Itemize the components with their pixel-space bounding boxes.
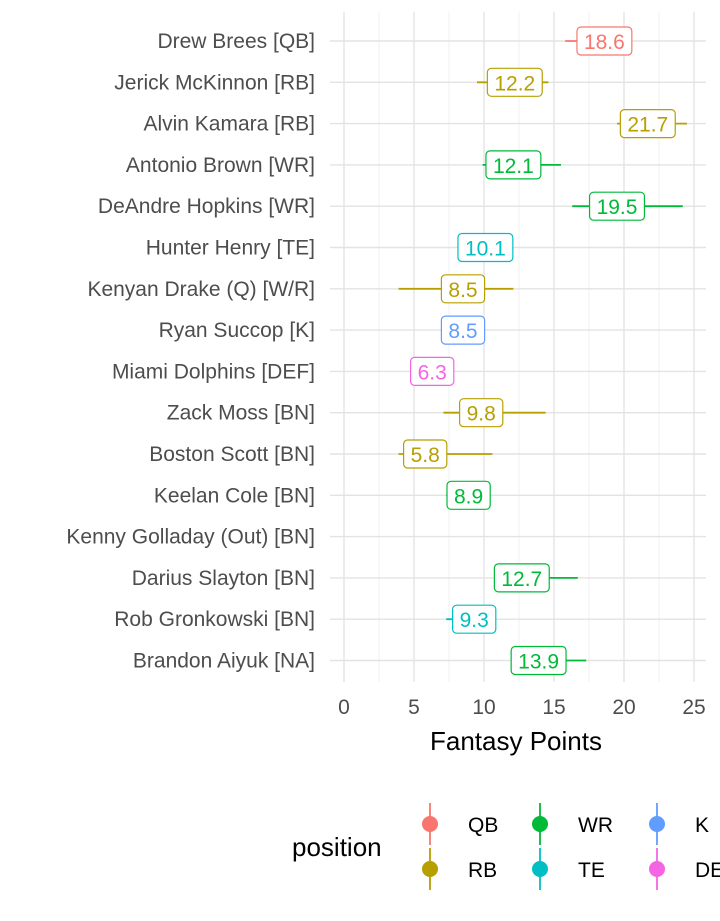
legend-label: WR (578, 814, 613, 837)
value-label: 10.1 (457, 232, 514, 263)
x-tick-label: 15 (542, 696, 565, 719)
y-tick-label: Zack Moss [BN] (167, 402, 315, 425)
value-label-box (588, 191, 646, 221)
value-label-box (619, 108, 676, 139)
value-label: 12.2 (486, 67, 543, 97)
x-tick-label: 20 (612, 696, 635, 719)
x-tick-label: 10 (472, 696, 495, 719)
legend-label: QB (468, 814, 498, 837)
legend-key-point (532, 861, 548, 877)
value-label-text: 19.5 (597, 196, 638, 219)
value-label: 8.5 (440, 315, 486, 345)
value-label: 21.7 (619, 108, 676, 139)
x-tick-label: 25 (682, 696, 705, 719)
legend-title: position (292, 832, 382, 862)
value-label: 9.8 (458, 398, 504, 428)
legend-item: DEF (649, 848, 720, 890)
value-label: 18.6 (576, 26, 633, 56)
legend-label: RB (468, 859, 497, 882)
x-axis-ticks: 0 5 10 15 20 25 (338, 696, 706, 719)
value-label-text: 9.8 (467, 403, 496, 426)
value-label-box (446, 480, 491, 510)
value-label: 6.3 (409, 356, 455, 386)
value-label: 12.7 (493, 563, 550, 593)
value-label-box (576, 26, 633, 56)
legend-key-point (649, 861, 665, 877)
value-label: 8.5 (440, 274, 486, 304)
y-tick-label: Jerick McKinnon [RB] (114, 71, 315, 94)
y-tick-label: Boston Scott [BN] (149, 443, 315, 466)
value-label-box (451, 604, 497, 634)
y-tick-label: Rob Gronkowski [BN] (114, 608, 315, 631)
value-label-text: 12.1 (493, 155, 534, 178)
value-label-box (486, 67, 543, 97)
plot-marks: 18.612.221.712.119.510.18.58.56.39.85.88… (398, 26, 687, 676)
value-label-box (510, 645, 567, 676)
value-label-text: 12.2 (494, 72, 535, 95)
value-label: 12.1 (485, 150, 542, 180)
legend-key-point (532, 816, 548, 832)
y-axis-labels: Drew Brees [QB] Jerick McKinnon [RB] Alvin… (66, 30, 315, 673)
y-tick-label: Hunter Henry [TE] (146, 237, 315, 260)
value-label-text: 12.7 (501, 568, 542, 591)
y-tick-label: Kenny Golladay (Out) [BN] (66, 526, 315, 549)
value-label-box (485, 150, 542, 180)
value-label-text: 13.9 (518, 651, 559, 674)
y-tick-label: Drew Brees [QB] (157, 30, 315, 53)
legend-label: K (695, 814, 709, 837)
y-tick-label: Alvin Kamara [RB] (143, 113, 315, 136)
value-label-text: 9.3 (460, 609, 489, 632)
legend-label: DEF (695, 859, 720, 882)
value-label: 13.9 (510, 645, 567, 676)
value-label-text: 10.1 (465, 238, 506, 261)
legend-key-point (422, 861, 438, 877)
value-label-text: 18.6 (584, 31, 625, 54)
value-label-box (440, 274, 486, 304)
x-tick-label: 0 (338, 696, 350, 719)
value-label-box (493, 563, 550, 593)
value-label-box (440, 315, 486, 345)
y-tick-label: Brandon Aiyuk [NA] (133, 650, 315, 673)
y-tick-label: DeAndre Hopkins [WR] (98, 195, 315, 218)
legend: position QB WR K RB TE DEF (292, 803, 720, 890)
value-label: 5.8 (402, 439, 448, 469)
y-tick-label: Antonio Brown [WR] (126, 154, 315, 177)
value-label-text: 21.7 (627, 114, 668, 137)
value-label-box (458, 398, 504, 428)
value-label-box (402, 439, 448, 469)
value-label-text: 5.8 (411, 444, 440, 467)
y-tick-label: Ryan Succop [K] (159, 319, 315, 342)
legend-item: RB (422, 848, 497, 890)
legend-item: TE (532, 848, 605, 890)
legend-label: TE (578, 859, 605, 882)
y-tick-label: Miami Dolphins [DEF] (112, 360, 315, 383)
legend-key-point (649, 816, 665, 832)
y-tick-label: Keelan Cole [BN] (154, 484, 315, 507)
value-label-box (409, 356, 455, 386)
x-axis-title: Fantasy Points (430, 726, 602, 756)
value-label-text: 8.5 (448, 320, 477, 343)
legend-item: K (649, 803, 709, 845)
y-tick-label: Darius Slayton [BN] (132, 567, 315, 590)
y-tick-label: Kenyan Drake (Q) [W/R] (87, 278, 315, 301)
value-label: 8.9 (446, 480, 491, 510)
legend-item: WR (532, 803, 613, 845)
value-label: 19.5 (588, 191, 646, 221)
legend-key-point (422, 816, 438, 832)
value-label-text: 6.3 (418, 361, 447, 384)
value-label-text: 8.5 (448, 279, 477, 302)
value-label-box (457, 232, 514, 263)
legend-item: QB (422, 803, 498, 845)
x-tick-label: 5 (408, 696, 420, 719)
value-label: 9.3 (451, 604, 497, 634)
value-label-text: 8.9 (454, 485, 483, 508)
